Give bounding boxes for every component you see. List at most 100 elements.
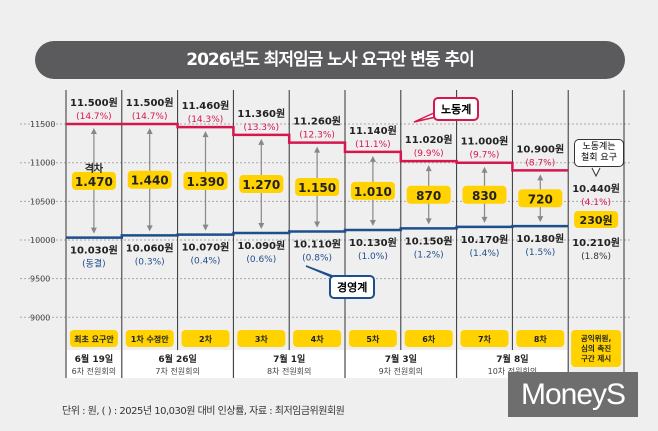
labor-pct: (9.7%) [470,151,500,161]
labor-value: 11.140원 [349,124,397,137]
gap-value: 230원 [580,213,613,227]
category-tag [237,330,286,347]
category-label: 8차 [534,334,548,344]
gap-box [350,181,395,200]
category-label: 3차 [255,334,269,344]
mgmt-value: 10.110원 [293,237,341,250]
mgmt-value: 10.150원 [405,234,453,247]
y-tick-label: 11500 [30,120,55,129]
labor-value: 11.260원 [293,115,341,128]
mgmt-value: 10.030원 [70,244,118,257]
gap-value: 830 [472,189,497,203]
category-label: 7차 [478,334,492,344]
category-label: 공익위원, 심의 촉진 구간 제시 [581,333,612,363]
withdraw-callout: 노동계는 철회 요구 [574,139,624,167]
gap-value: 1.010 [354,185,392,199]
mgmt-value: 10.070원 [182,241,230,254]
category-tag [293,330,342,347]
mgmt-pct: (0.4%) [191,257,221,267]
labor-line [66,122,569,172]
labor-pct: (14.3%) [188,115,224,125]
gap-box [518,189,563,208]
meeting-date: 6월 26일 [158,353,196,365]
labor-value: 11.360원 [237,107,285,120]
category-tag [571,330,622,367]
category-tag [460,330,509,347]
meeting-date: 6월 19일 [75,353,113,365]
labor-pct: (12.3%) [299,131,335,141]
mgmt-value: 10.170원 [461,233,509,246]
meeting-box [234,350,344,378]
chart-title: 2026년도 최저임금 노사 요구안 변동 추이 [35,41,625,79]
labor-value: 11.500원 [70,96,118,109]
mgmt-pct: (0.8%) [302,253,332,263]
arrowhead [481,166,488,223]
mgmt-pct: (0.3%) [135,257,165,267]
labor-value: 10.900원 [516,142,564,155]
gap-box [462,185,507,204]
category-tag [69,330,118,347]
mgmt-line [66,224,569,239]
labor-callout: 노동계 [433,97,480,121]
meeting-name: 6차 전원회의 [72,366,116,376]
labor-value: 11.000원 [461,135,509,148]
labor-pct: (8.7%) [525,158,555,168]
gap-value: 720 [528,192,553,206]
meeting-name: 9차 전원회의 [379,366,423,376]
gap-box [127,170,172,189]
logo: MoneyS [508,372,638,417]
labor-value: 11.500원 [126,96,174,109]
labor-pct: (14.7%) [76,112,112,122]
labor-pct: (9.9%) [414,149,444,159]
meeting-date: 7월 1일 [273,353,305,365]
mgmt-value: 10.090원 [237,239,285,252]
category-tag [348,330,397,347]
meeting-date: 7월 3일 [385,353,417,365]
y-tick-label: 9500 [30,275,50,284]
footnote: 단위 : 원, ( ) : 2025년 10,030원 대비 인상률, 자료 :… [62,406,345,417]
mgmt-pct: (1.2%) [414,250,444,260]
labor-value: 10.440원 [572,182,620,195]
category-label: 1차 수정안 [131,334,169,344]
category-label: 2차 [199,334,213,344]
gap-value: 1.440 [131,174,169,188]
meeting-name: 7차 전원회의 [155,366,199,376]
labor-pct: (4.1%) [581,198,611,208]
mgmt-pct: (0.6%) [246,255,276,265]
labor-pct: (11.1%) [355,140,391,150]
gap-value: 1.150 [298,181,336,195]
arrowhead [425,165,432,225]
gap-box [183,171,228,190]
meeting-box [122,350,233,378]
labor-value: 11.020원 [405,133,453,146]
labor-value: 11.460원 [182,99,230,112]
category-label: 4차 [311,334,325,344]
gap-box [406,185,451,204]
gap-value: 1.270 [242,178,280,192]
mgmt-pct: (1.8%) [581,252,611,262]
callout-tail [591,167,601,178]
gap-value: 870 [416,189,441,203]
gap-box [71,171,116,190]
y-tick-label: 11000 [30,159,55,168]
mgmt-value: 10.210원 [572,236,620,249]
labor-pct: (14.7%) [132,112,168,122]
gap-label: 격차 [85,162,104,175]
meeting-box [67,350,121,378]
gap-box [295,178,340,197]
gap-value: 1.390 [187,175,225,189]
category-tag [404,330,453,347]
category-label: 6차 [422,334,436,344]
category-tag [516,330,565,347]
meeting-name: 10차 전원회의 [488,366,538,376]
mgmt-pct: (1.0%) [358,252,388,262]
y-tick-label: 9000 [30,313,50,322]
y-tick-label: 10500 [30,197,55,206]
category-label: 최초 요구안 [74,334,114,344]
mgmt-value: 10.180원 [516,232,564,245]
y-tick-label: 10000 [30,236,55,245]
labor-pct: (13.3%) [243,123,279,133]
gap-box [574,211,619,228]
meeting-box [346,350,456,378]
